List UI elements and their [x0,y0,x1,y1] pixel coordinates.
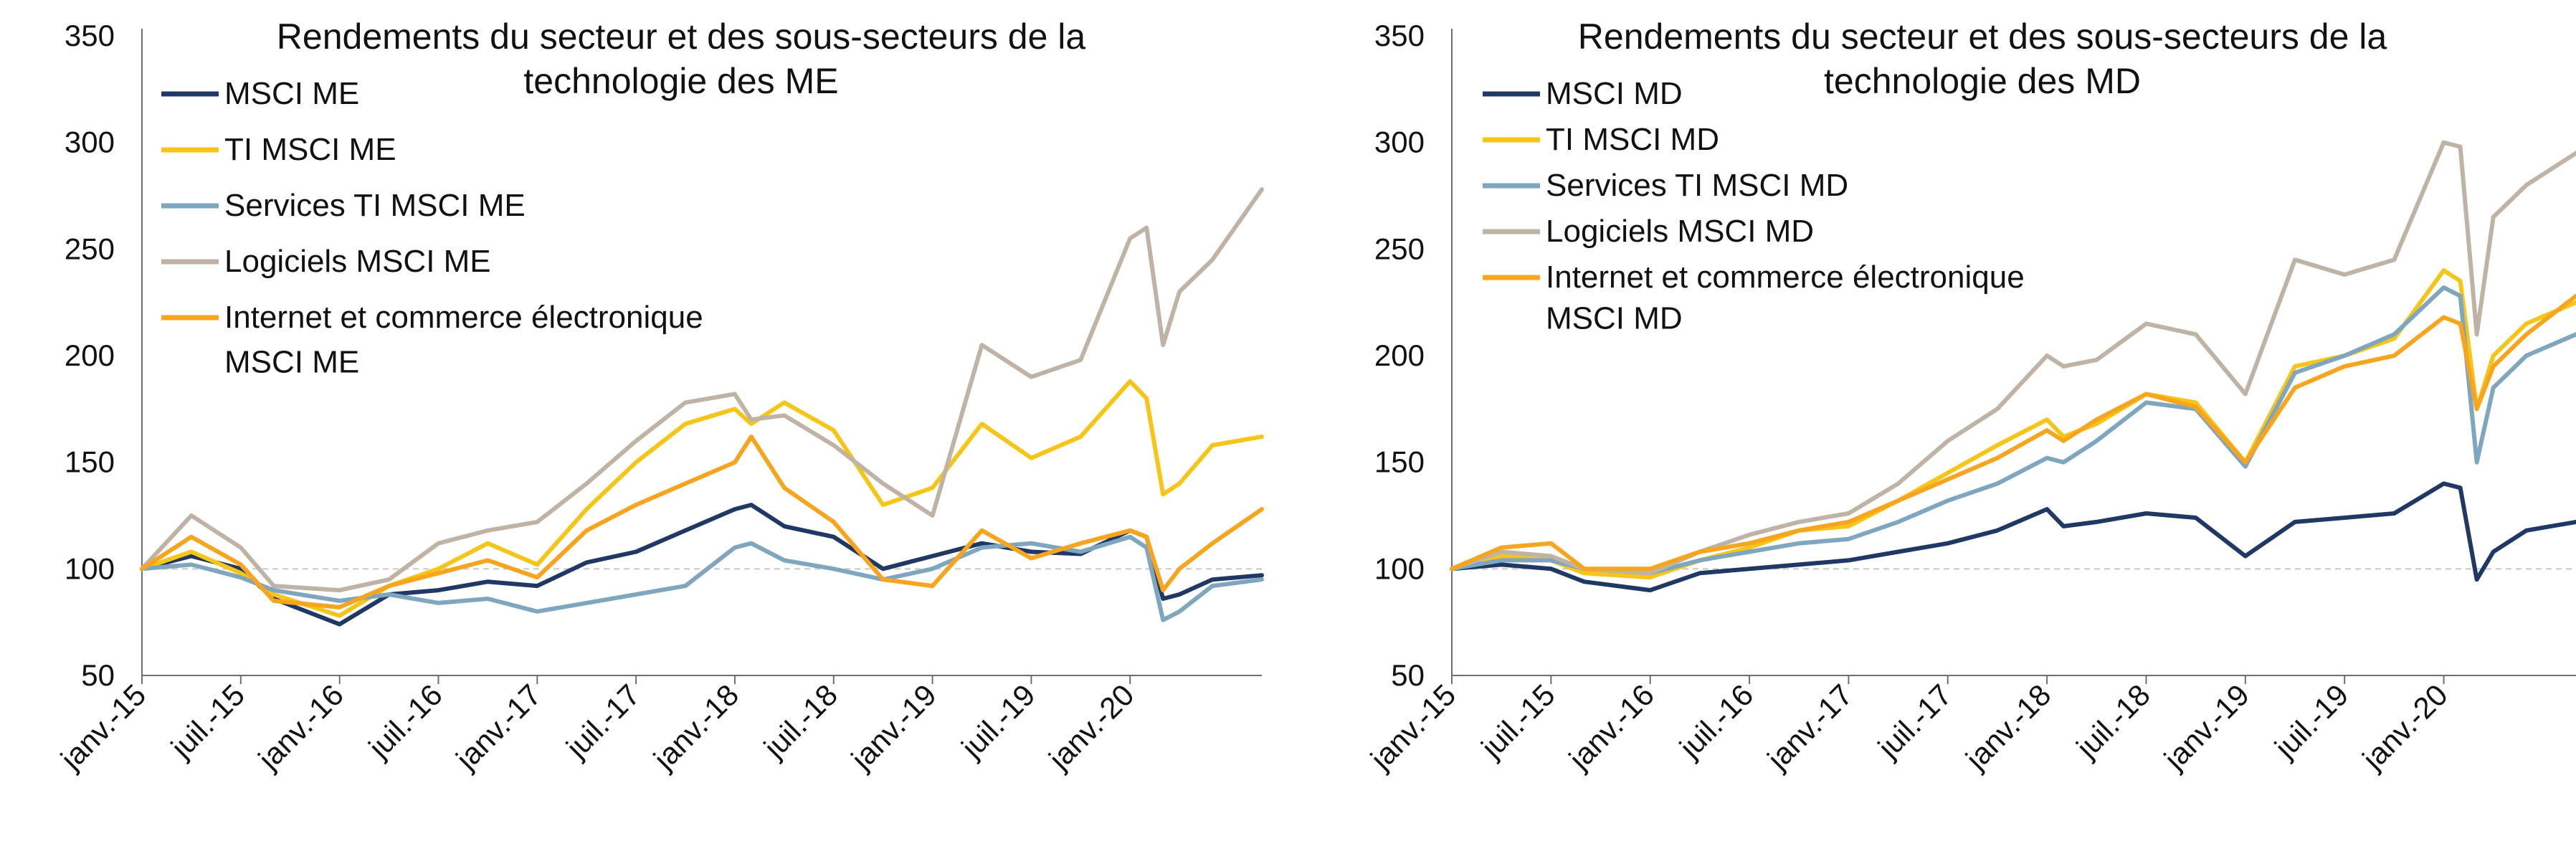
y-tick-label: 300 [65,125,115,159]
legend-label: Logiciels MSCI ME [224,244,491,279]
x-tick-label: janv.-17 [449,678,548,777]
series-line [1450,481,2576,593]
series-line [1450,268,2576,580]
y-tick-label: 100 [1374,551,1425,585]
series-line [1450,293,2576,571]
series-line [140,187,1264,593]
y-tick-label: 150 [65,445,115,479]
x-tick-label: juil.-19 [954,678,1042,765]
y-tick-label: 300 [1374,125,1425,159]
y-tick-label: 200 [65,338,115,372]
x-tick-label: janv.-18 [646,678,745,777]
x-tick-label: janv.-15 [53,678,152,777]
series-line [1450,140,2576,576]
x-tick-label: janv.-19 [844,678,943,777]
legend-label: MSCI ME [224,344,359,379]
legend-label: MSCI MD [1546,301,1683,336]
legend-label: Services TI MSCI ME [224,188,526,223]
x-tick-label: janv.-16 [1562,678,1660,777]
x-tick-label: janv.-19 [2157,678,2256,777]
chart-title: technologie des MD [1824,61,2141,101]
x-tick-label: janv.-20 [1041,678,1140,777]
x-tick-label: juil.-17 [559,678,646,765]
legend-label: Internet et commerce électronique [1546,260,2025,295]
legend-label: Internet et commerce électronique [224,300,703,335]
x-tick-label: juil.-17 [1871,678,1958,765]
x-tick-label: janv.-16 [251,678,350,777]
chart-title: Rendements du secteur et des sous-secteu… [277,16,1086,57]
x-tick-label: juil.-18 [756,678,844,765]
chart-title: Rendements du secteur et des sous-secteu… [1578,16,2387,57]
series-line [140,379,1264,618]
y-tick-label: 150 [1374,445,1425,479]
x-tick-label: juil.-19 [2267,678,2354,765]
y-tick-label: 250 [65,232,115,265]
x-tick-label: juil.-16 [1672,678,1759,765]
x-tick-label: juil.-15 [1474,678,1562,765]
legend-label: Logiciels MSCI MD [1546,214,1814,249]
x-tick-label: juil.-16 [361,678,449,765]
series-line [140,435,1264,610]
x-tick-label: janv.-17 [1760,678,1859,777]
y-tick-label: 100 [65,551,115,585]
x-tick-label: juil.-15 [163,678,251,765]
y-tick-label: 350 [65,19,115,52]
y-tick-label: 350 [1374,19,1425,52]
x-tick-label: janv.-18 [1958,678,2057,777]
legend-label: TI MSCI ME [224,132,396,167]
y-tick-label: 50 [81,658,115,692]
y-tick-label: 250 [1374,232,1425,265]
legend-label: MSCI MD [1546,76,1683,111]
x-tick-label: janv.-15 [1363,678,1462,777]
y-tick-label: 50 [1391,658,1425,692]
x-tick-label: janv.-20 [2355,678,2454,777]
x-tick-label: juil.-18 [2069,678,2157,765]
y-tick-label: 200 [1374,338,1425,372]
series-line [1450,285,2576,576]
legend-label: Services TI MSCI MD [1546,168,1848,203]
legend-label: TI MSCI MD [1546,122,1719,157]
legend-label: MSCI ME [224,76,359,111]
chart-title: technologie des ME [523,61,838,101]
